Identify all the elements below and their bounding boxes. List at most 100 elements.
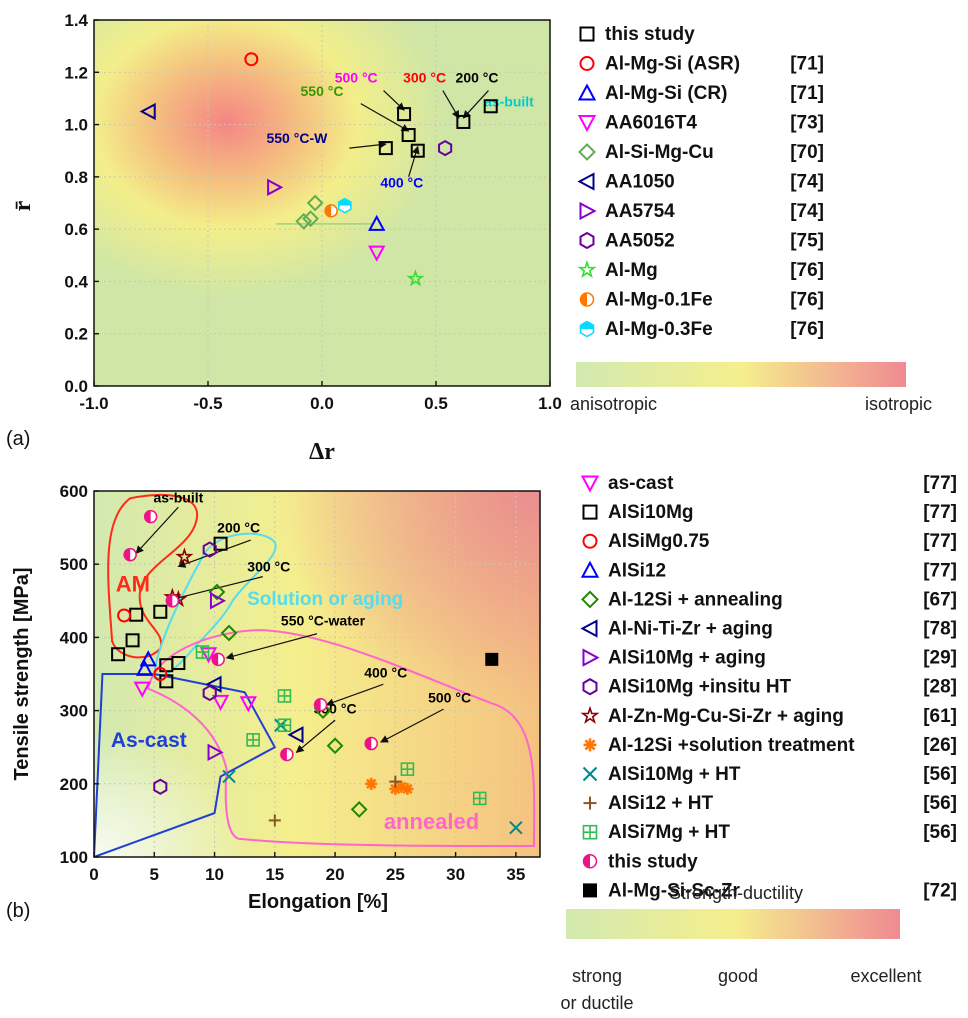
annotation-arrow: [360, 103, 410, 132]
legend-ref: [77]: [923, 473, 957, 494]
legend-label: AlSi10Mg: [608, 502, 694, 523]
legend-label: Al-Mg: [605, 260, 658, 281]
legend-ref: [72]: [923, 880, 957, 901]
y-tick-label: 1.2: [64, 63, 88, 82]
legend-marker-half-circle: [579, 292, 595, 307]
colorbar-a: [576, 362, 906, 387]
region-annealed-outline: [147, 629, 536, 848]
x-tick-label: 25: [386, 865, 405, 884]
data-point-hexagon: [153, 778, 168, 795]
legend-ref: [67]: [923, 589, 957, 610]
colorbar-b-sublabel: or ductile: [560, 993, 633, 1013]
data-point-square: [125, 633, 140, 648]
legend-a: this study Al-Mg-Si (ASR) [71] Al-Mg-Si (CR…: [577, 24, 824, 340]
data-point-triangle-right: [207, 743, 224, 761]
annotation-label: 550 °C-W: [266, 130, 328, 146]
legend-marker-square: [579, 26, 595, 42]
annotation-label: 550 °C: [301, 83, 344, 99]
y-tick-label: 600: [60, 482, 88, 501]
data-point-boxplus: [277, 689, 292, 703]
data-point-boxplus: [277, 718, 292, 733]
data-point-triangle-up: [139, 650, 157, 667]
annotation-arrow: [325, 683, 384, 707]
x-tick-label: 0: [89, 865, 98, 884]
legend-marker-triangle-down: [577, 115, 597, 133]
annotation-arrow: [171, 576, 263, 602]
annotation-arrow: [225, 633, 318, 660]
data-point-asterisk: [401, 782, 414, 795]
y-tick-label: 1.0: [64, 116, 88, 135]
legend-label: Al-Mg-Si (ASR): [605, 54, 740, 75]
legend-ref: [73]: [790, 113, 824, 134]
legend-marker-triangle-up: [577, 83, 597, 101]
x-tick-label: 0.5: [424, 394, 448, 413]
data-point-triangle-down: [239, 696, 257, 713]
data-point-hexagon: [202, 684, 217, 702]
x-axis-label-b: Elongation [%]: [248, 891, 388, 913]
legend-marker-x: [582, 766, 598, 782]
x-tick-label: 0.0: [310, 394, 334, 413]
data-point-diamond: [295, 212, 313, 230]
y-tick-label: 200: [60, 775, 88, 794]
data-point-half-circle: [143, 509, 158, 524]
legend-marker-asterisk: [583, 738, 597, 752]
data-point-boxplus: [400, 762, 415, 776]
data-point-triangle-left: [139, 102, 156, 121]
data-point-half-circle: [280, 747, 294, 762]
plot-b-frame: [93, 490, 541, 858]
data-point-square: [397, 107, 412, 122]
panel-label-b: (b): [6, 900, 30, 922]
panel-label-a: (a): [6, 428, 30, 450]
y-tick-label: 0.6: [64, 220, 88, 239]
x-axis-label-a: Δr: [309, 439, 335, 465]
region-label: annealed: [384, 809, 479, 834]
legend-marker-hexagon: [582, 678, 598, 696]
annotation-arrow: [135, 506, 179, 554]
data-point-boxplus: [472, 791, 487, 806]
annotation-label: 500 °C: [335, 70, 378, 86]
legend-label: this study: [608, 851, 698, 872]
data-point-x: [509, 821, 523, 835]
legend-label: as-cast: [608, 473, 674, 494]
data-point-square: [410, 143, 425, 158]
data-point-diamond: [302, 210, 320, 228]
y-axis-label-a: r̄: [10, 200, 36, 211]
legend-marker-half-hexagon: [579, 320, 595, 338]
legend-ref: [61]: [923, 706, 957, 727]
y-tick-label: 1.4: [64, 11, 88, 30]
legend-label: Al-Zn-Mg-Cu-Si-Zr + aging: [608, 706, 844, 727]
legend-marker-half-circle: [582, 854, 598, 869]
legend-label: AlSi7Mg + HT: [608, 822, 730, 843]
x-tick-label: 30: [446, 865, 465, 884]
data-point-plus: [268, 814, 281, 827]
data-point-square: [171, 656, 186, 671]
data-point-square: [213, 536, 228, 551]
legend-ref: [76]: [790, 290, 824, 311]
data-point-half-hexagon: [337, 197, 352, 214]
legend-label: AlSiMg0.75: [608, 531, 710, 552]
data-point-half-circle: [313, 697, 328, 712]
legend-label: Al-Si-Mg-Cu: [605, 142, 714, 163]
annotation-label: 550 °C-water: [281, 613, 366, 629]
annotation-label: 400 °C: [380, 174, 423, 190]
data-point-triangle-left: [287, 726, 304, 744]
y-tick-label: 100: [60, 848, 88, 867]
annotation-label: 400 °C: [364, 665, 407, 681]
data-point-x: [222, 769, 236, 784]
data-point-triangle-right: [209, 592, 227, 610]
regions-b: AM Solution or aging As-cast annealed: [94, 493, 536, 857]
y-tick-label: 400: [60, 628, 88, 647]
ticks-a: -1.0 -0.5 0.0 0.5 1.0 0.0 0.2 0.4 0.6 0.8 1.0 1.2 1.…: [64, 11, 561, 413]
data-point-half-circle: [165, 594, 180, 608]
annotation-arrow: [442, 90, 460, 119]
data-point-triangle-up: [135, 659, 154, 676]
data-point-square: [483, 99, 498, 114]
legend-label: AlSi10Mg + aging: [608, 648, 766, 669]
annotation-label: 300 °C: [247, 559, 290, 575]
colorbar-a-left-label: anisotropic: [570, 394, 657, 414]
region-ascast-outline: [94, 673, 277, 857]
y-axis-label-b: Tensile strength [MPa]: [11, 568, 33, 781]
data-point-filled-square: [485, 652, 499, 666]
